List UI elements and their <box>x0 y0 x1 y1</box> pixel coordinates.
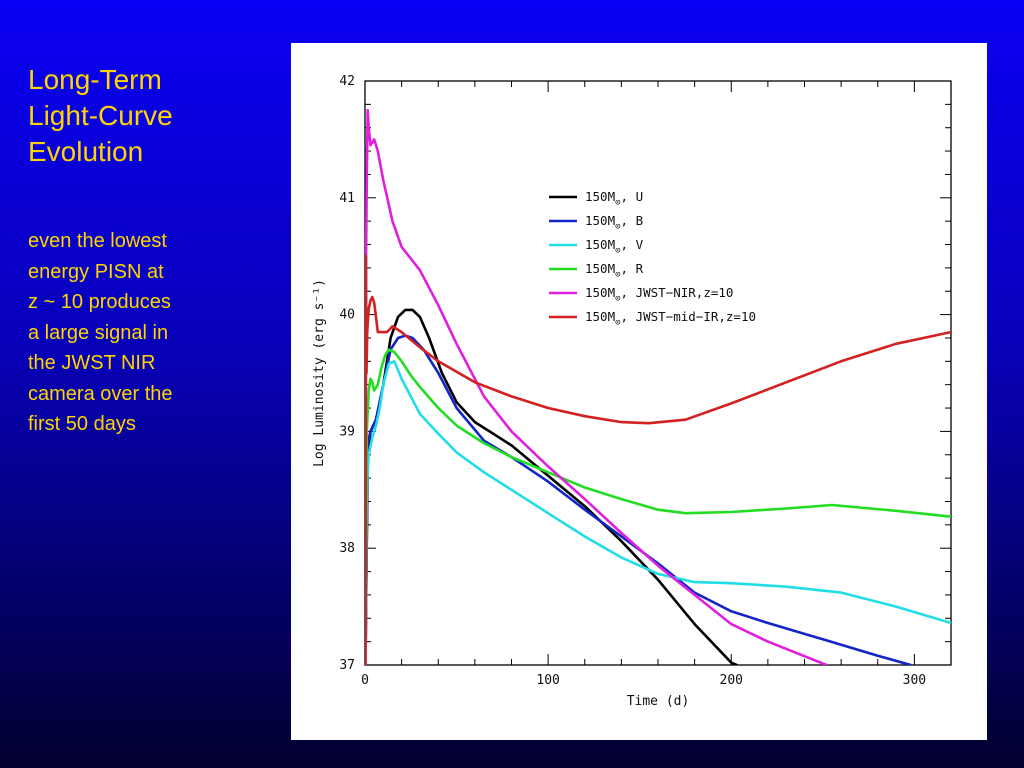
slide-body-line: z ~ 10 produces <box>28 291 171 313</box>
x-axis-label: Time (d) <box>627 694 690 709</box>
slide-body-text: even the lowest energy PISN at z ~ 10 pr… <box>28 226 278 440</box>
legend-label: 150M⊙, JWST−mid−IR,z=10 <box>585 309 756 328</box>
slide-title-line: Long-Term <box>28 64 162 95</box>
y-axis-label: Log Luminosity (erg s⁻¹) <box>312 279 327 467</box>
slide-body-line: camera over the <box>28 382 173 405</box>
slide-body-line: energy PISN at <box>28 260 164 283</box>
y-tick-label: 42 <box>339 74 355 89</box>
chart-legend: 150M⊙, U 150M⊙, B 150M⊙, V 150M⊙, R 150M⊙, J… <box>549 189 756 328</box>
legend-label: 150M⊙, U <box>585 189 643 208</box>
legend-label: 150M⊙, R <box>585 261 644 280</box>
chart-panel: 0 100 200 300 37 38 39 40 41 42 Time (d) Log Lumino… <box>291 43 987 740</box>
x-tick-label: 200 <box>720 673 743 688</box>
light-curve-chart: 0 100 200 300 37 38 39 40 41 42 Time (d) Log Lumino… <box>312 74 952 709</box>
series-line <box>365 359 951 665</box>
series-line <box>365 308 739 665</box>
legend-label: 150M⊙, V <box>585 237 644 256</box>
y-tick-label: 39 <box>339 424 355 439</box>
y-tick-label: 41 <box>339 191 355 206</box>
x-tick-label: 300 <box>903 673 926 688</box>
legend-label: 150M⊙, B <box>585 213 643 232</box>
slide-body-line: even the lowest <box>28 230 167 252</box>
series-line <box>365 348 951 665</box>
x-tick-label: 100 <box>536 673 559 688</box>
y-tick-label: 40 <box>339 308 355 323</box>
series-line <box>365 108 828 665</box>
x-tick-label: 0 <box>361 673 369 688</box>
series-line <box>365 254 951 665</box>
slide-title-line: Light-Curve <box>28 100 173 131</box>
plot-frame <box>364 80 952 666</box>
slide-title: Long-Term Light-Curve Evolution <box>28 62 268 170</box>
y-tick-label: 37 <box>339 658 355 673</box>
slide-body-line: the JWST NIR <box>28 352 156 374</box>
slide-title-line: Evolution <box>28 136 144 167</box>
slide-body-line: a large signal in <box>28 321 169 344</box>
legend-label: 150M⊙, JWST−NIR,z=10 <box>585 285 733 304</box>
y-tick-label: 38 <box>339 541 355 556</box>
slide-body-line: first 50 days <box>28 413 136 435</box>
